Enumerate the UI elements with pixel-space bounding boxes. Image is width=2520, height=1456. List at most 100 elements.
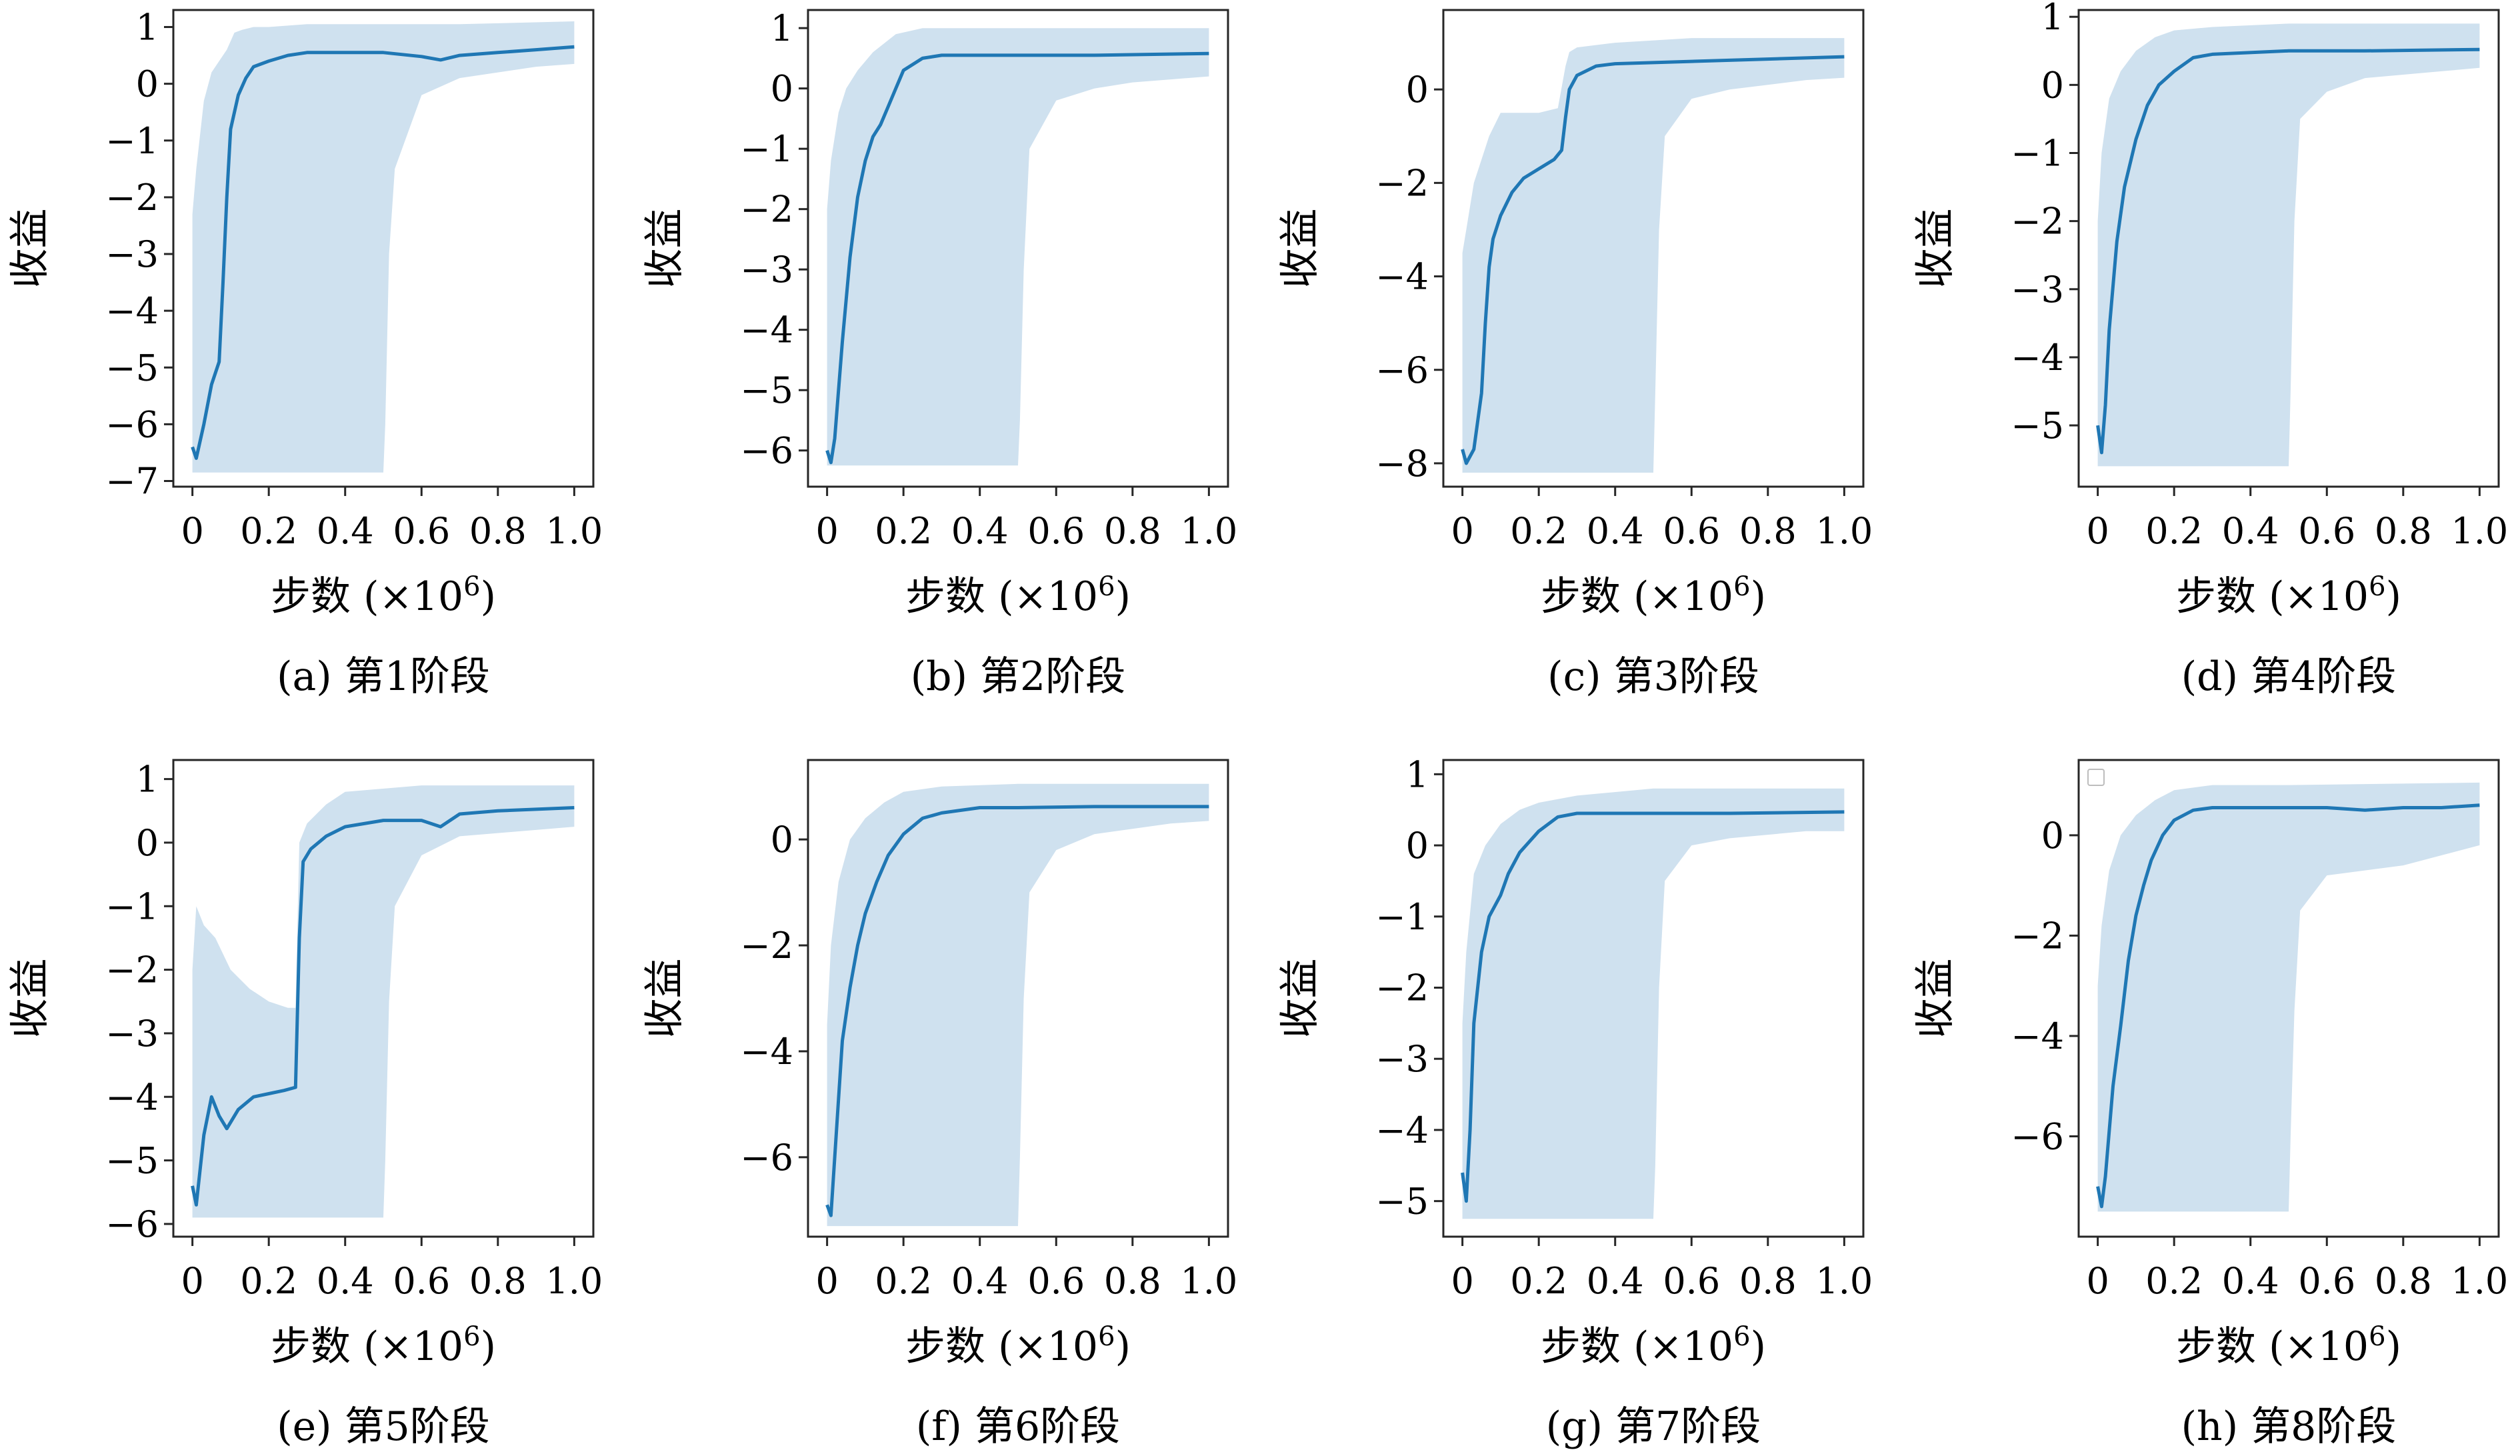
subplot-f: 0 0.2 0.4 0.6 0.8 1.0 −6 −4 −2 0 步数 (×106) 收益 (f) 第6… [641,759,1237,1450]
range-band [1462,788,1845,1219]
x-tick-label: 1.0 [545,510,603,552]
y-tick-label: −5 [105,347,159,389]
subplot-a: 0 0.2 0.4 0.6 0.8 1.0 −7 −6 −5 −4 −3 −2 −1 0 1 步数 (×106… [7,7,603,700]
y-tick-label: −4 [105,290,159,332]
range-band [192,21,575,473]
y-tick-label: −2 [740,189,793,231]
y-tick-label: 1 [136,7,159,49]
y-tick-label: −4 [105,1076,159,1118]
subplot-caption: (c) 第3阶段 [1547,653,1759,700]
x-tick-label: 0 [815,1260,838,1302]
y-tick-label: 1 [1406,753,1429,795]
y-tick-label: −6 [105,1203,159,1245]
mean-return-line [2096,803,2480,1209]
x-tick-label: 0.4 [1587,510,1644,552]
y-tick-label: 0 [136,63,159,105]
y-tick-label: 0 [2041,815,2064,857]
subplot-e: 0 0.2 0.4 0.6 0.8 1.0 −6 −5 −4 −3 −2 −1 0 1 步数 (×106) 收… [7,759,603,1450]
x-tick-label: 0.8 [2375,1260,2432,1302]
x-tick-label: 1.0 [1815,510,1873,552]
y-tick-label: −4 [1375,1109,1429,1151]
y-tick-label: −1 [2011,133,2064,175]
subplot-d: 0 0.2 0.4 0.6 0.8 1.0 −5 −4 −3 −2 −1 0 1 步数 (×106) 收益 (… [1912,0,2508,700]
x-tick-label: 0.8 [1739,1260,1797,1302]
plot-frame [807,759,1229,1238]
subplot-c: 0 0.2 0.4 0.6 0.8 1.0 −8 −6 −4 −2 0 步数 (×106) 收益 (c) … [1277,9,1873,700]
y-tick-label: −4 [2011,1015,2064,1057]
y-axis-label: 收益 [7,959,53,1039]
subplot-caption: (h) 第8阶段 [2181,1403,2397,1450]
x-tick-label: 0 [181,1260,203,1302]
x-tick-label: 0.6 [1663,1260,1720,1302]
y-tick-label: −2 [1375,967,1429,1009]
x-tick-label: 1.0 [1180,510,1237,552]
x-tick-label: 0.4 [951,510,1009,552]
x-tick-label: 0.8 [1739,510,1797,552]
y-tick-label: −4 [1375,256,1429,298]
subplot-caption: (g) 第7阶段 [1546,1403,1761,1450]
subplot-caption: (d) 第4阶段 [2181,653,2396,700]
range-band [2097,782,2480,1212]
subplot-h: 0 0.2 0.4 0.6 0.8 1.0 −6 −4 −2 0 步数 (×106) 收益 (h) 第8… [1912,759,2508,1450]
x-tick-label: 1.0 [2451,1260,2508,1302]
y-axis-label: 收益 [1912,209,1959,289]
y-tick-label: −7 [105,460,159,502]
plot-frame [172,9,595,488]
x-tick-label: 0.6 [1027,1260,1085,1302]
x-tick-label: 0.2 [240,510,297,552]
x-tick-label: 0.2 [1510,1260,1567,1302]
x-tick-label: 0.8 [469,510,527,552]
plot-frame [172,759,595,1238]
x-tick-label: 0.2 [1510,510,1567,552]
x-axis-label: 步数 (×106) [905,571,1131,620]
y-tick-label: −3 [105,233,159,275]
y-axis-label: 收益 [641,209,688,289]
y-tick-label: −1 [1375,896,1429,938]
y-axis-label: 收益 [1277,959,1323,1039]
y-axis-label: 收益 [1277,209,1323,289]
range-band [192,785,575,1218]
y-axis-label: 收益 [7,209,53,289]
y-tick-label: −1 [105,885,159,927]
x-tick-label: 0.4 [317,510,374,552]
y-tick-label: 1 [771,7,793,49]
y-tick-label: −6 [1375,349,1429,391]
x-axis-label: 步数 (×106) [1541,571,1766,620]
y-tick-label: −2 [2011,201,2064,243]
y-tick-label: −5 [2011,405,2064,447]
y-axis-label: 收益 [641,959,688,1039]
range-band [827,783,1209,1227]
plot-frame [2077,759,2500,1238]
y-tick-label: −5 [1375,1181,1429,1223]
x-tick-label: 0.2 [2145,1260,2203,1302]
subplot-b: 0 0.2 0.4 0.6 0.8 1.0 −6 −5 −4 −3 −2 −1 0 1 步数 (×106) 收… [641,7,1237,700]
x-tick-label: 0.2 [875,510,932,552]
subplot-caption: (f) 第6阶段 [916,1403,1120,1450]
x-tick-label: 0.6 [1027,510,1085,552]
legend-box [2087,769,2105,786]
x-tick-label: 0.4 [2222,510,2279,552]
mean-return-line [2096,47,2480,455]
x-tick-label: 0 [2086,1260,2109,1302]
y-tick-label: −3 [2011,269,2064,311]
x-tick-label: 1.0 [1815,1260,1873,1302]
y-tick-label: 0 [1406,825,1429,867]
x-tick-label: 0.4 [2222,1260,2279,1302]
y-tick-label: −2 [105,949,159,991]
y-tick-label: 1 [2041,0,2064,38]
y-tick-label: 0 [1406,69,1429,111]
mean-return-line [825,51,1209,465]
plot-frame [2077,9,2500,488]
x-axis-label: 步数 (×106) [1541,1321,1766,1370]
subplot-caption: (a) 第1阶段 [277,653,490,700]
subplot-caption: (e) 第5阶段 [277,1403,490,1450]
x-axis-label: 步数 (×106) [271,571,496,620]
range-band [1462,38,1845,473]
y-tick-label: −2 [740,925,793,967]
x-tick-label: 1.0 [1180,1260,1237,1302]
subplot-g: 0 0.2 0.4 0.6 0.8 1.0 −5 −4 −3 −2 −1 0 1 步数 (×106) 收益 (… [1277,753,1873,1450]
y-tick-label: −1 [740,128,793,170]
y-tick-label: −8 [1375,443,1429,485]
